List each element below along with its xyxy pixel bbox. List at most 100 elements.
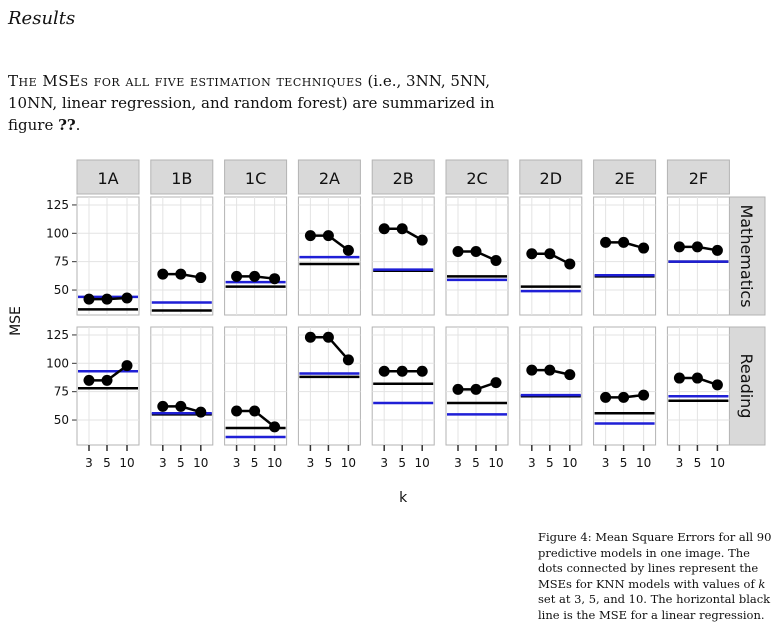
facet-label-2a: 2A: [319, 169, 340, 188]
facet-strip-2d: [519, 159, 583, 195]
facet-strip-2a: [297, 159, 361, 195]
knn-point-k5: [175, 400, 187, 412]
knn-point-k3: [231, 270, 243, 282]
knn-point-k10: [269, 421, 281, 433]
x-tick-label: 3: [602, 456, 610, 470]
facet-strip-2e: [593, 159, 657, 195]
row-strip-mathematics: [728, 196, 766, 316]
knn-point-k3: [378, 223, 390, 235]
intro-end: .: [75, 116, 81, 134]
knn-point-k5: [249, 270, 261, 282]
knn-point-k10: [342, 244, 354, 256]
x-tick-label: 10: [267, 456, 282, 470]
knn-point-k5: [691, 241, 703, 253]
y-tick-label: 125: [46, 328, 69, 342]
x-tick-label: 3: [307, 456, 315, 470]
x-tick-label: 5: [620, 456, 628, 470]
x-axis-title: k: [399, 490, 408, 506]
facet-strip-2c: [445, 159, 509, 195]
x-tick-label: 5: [694, 456, 702, 470]
knn-point-k10: [195, 406, 207, 418]
x-tick-label: 3: [676, 456, 684, 470]
knn-point-k5: [618, 236, 630, 248]
y-tick-label: 75: [54, 255, 69, 269]
x-tick-label: 3: [85, 456, 93, 470]
knn-point-k3: [673, 241, 685, 253]
knn-point-k10: [638, 242, 650, 254]
knn-point-k10: [564, 258, 576, 270]
y-tick-label: 50: [54, 413, 69, 427]
knn-point-k10: [638, 389, 650, 401]
x-tick-label: 10: [193, 456, 208, 470]
mse-facet-chart: 1A 1B 1C 2A 2B 2C 2D 2E 2F Mathematics Reading 50 75…: [8, 159, 766, 506]
facet-strip-1a: [76, 159, 140, 195]
knn-point-k5: [175, 268, 187, 280]
knn-point-k10: [195, 272, 207, 284]
knn-point-k5: [322, 331, 334, 343]
knn-point-k10: [490, 377, 502, 389]
knn-point-k3: [83, 293, 95, 305]
y-tick-label: 100: [46, 226, 69, 240]
x-tick-label: 5: [472, 456, 480, 470]
knn-point-k5: [470, 245, 482, 257]
facet-strip-2f: [666, 159, 730, 195]
knn-point-k5: [322, 230, 334, 242]
caption-part2: set at 3, 5, and 10. The horizontal blac…: [538, 592, 771, 622]
panel-2e-mathematics: [593, 196, 657, 316]
knn-point-k5: [691, 372, 703, 384]
knn-point-k10: [269, 273, 281, 285]
knn-point-k10: [490, 255, 502, 267]
x-tick-label: 10: [341, 456, 356, 470]
knn-point-k10: [416, 365, 428, 377]
knn-point-k3: [452, 383, 464, 395]
knn-point-k10: [121, 292, 133, 304]
y-axis-title: MSE: [8, 306, 24, 336]
figure-caption: Figure 4: Mean Square Errors for all 90 …: [538, 530, 776, 623]
facet-label-2c: 2C: [466, 169, 487, 188]
caption-part1: Figure 4: Mean Square Errors for all 90 …: [538, 530, 772, 591]
intro-text: (i.e., 3NN, 5NN, 10NN, linear regression…: [8, 72, 495, 134]
panel-2f-mathematics: [666, 196, 730, 316]
facet-strip-1c: [224, 159, 288, 195]
knn-point-k3: [304, 331, 316, 343]
panel-1b-mathematics: [150, 196, 214, 316]
knn-point-k3: [526, 248, 538, 260]
knn-point-k3: [157, 400, 169, 412]
facet-strip-2b: [371, 159, 435, 195]
knn-point-k3: [231, 405, 243, 417]
knn-point-k3: [452, 245, 464, 257]
knn-point-k10: [711, 379, 723, 391]
x-tick-label: 5: [251, 456, 259, 470]
knn-point-k5: [544, 248, 556, 260]
y-tick-label: 100: [46, 356, 69, 370]
knn-point-k3: [83, 374, 95, 386]
x-tick-label: 10: [415, 456, 430, 470]
facet-label-2f: 2F: [689, 169, 708, 188]
panel-2e-reading: [593, 326, 657, 446]
x-tick-label: 10: [710, 456, 725, 470]
row-label-reading: Reading: [737, 354, 756, 419]
knn-point-k5: [101, 374, 113, 386]
figure-reference[interactable]: ??: [58, 116, 76, 134]
intro-lead: The MSEs for all five estimation techniq…: [8, 72, 363, 90]
intro-paragraph: The MSEs for all five estimation techniq…: [8, 70, 518, 136]
x-tick-label: 5: [325, 456, 333, 470]
section-title: Results: [8, 8, 76, 29]
knn-point-k3: [157, 268, 169, 280]
x-tick-label: 5: [398, 456, 406, 470]
x-tick-label: 3: [454, 456, 462, 470]
x-tick-label: 5: [177, 456, 185, 470]
knn-point-k3: [673, 372, 685, 384]
knn-point-k5: [470, 383, 482, 395]
panel-2a-reading: [297, 326, 361, 446]
knn-point-k10: [121, 360, 133, 372]
facet-label-2b: 2B: [393, 169, 414, 188]
row-strip-reading: [728, 326, 766, 446]
caption-k: k: [758, 576, 766, 591]
knn-point-k3: [526, 364, 538, 376]
knn-point-k3: [304, 230, 316, 242]
knn-point-k10: [564, 369, 576, 381]
panel-1c-mathematics: [224, 196, 288, 316]
facet-strip-1b: [150, 159, 214, 195]
x-tick-label: 10: [636, 456, 651, 470]
